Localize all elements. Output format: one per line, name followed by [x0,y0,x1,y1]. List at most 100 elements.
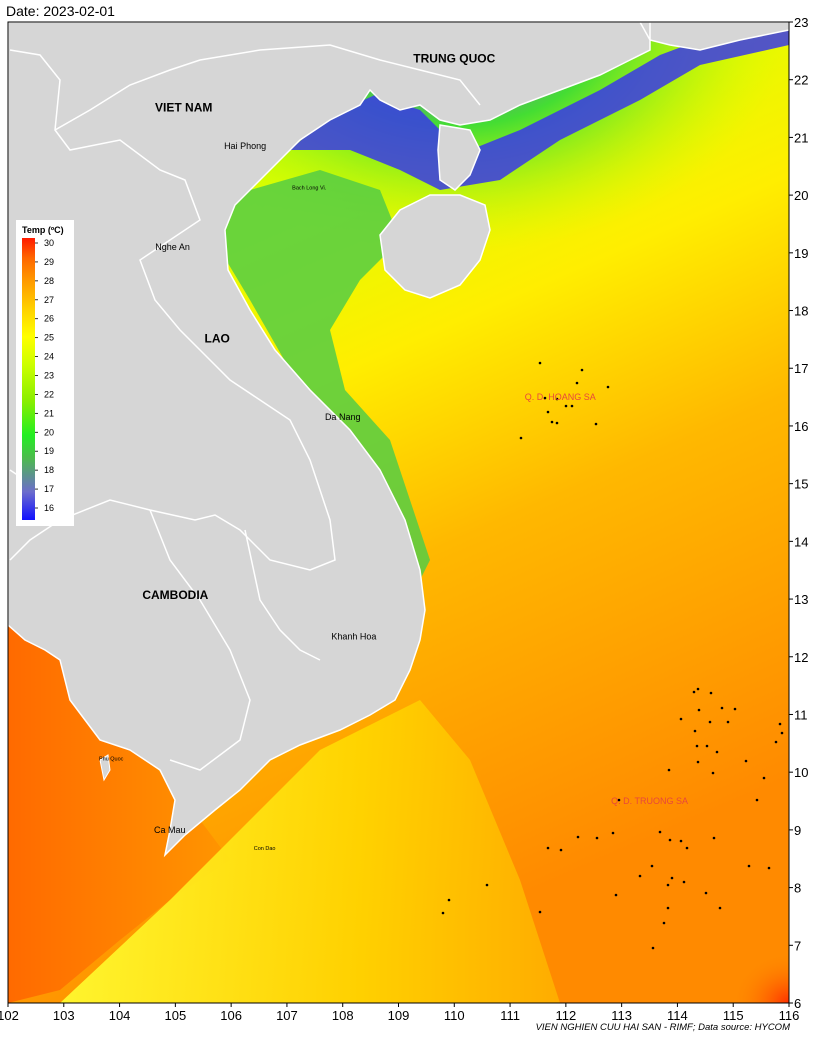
small-place-label: Bach Long Vi. [292,185,327,191]
archipelago-label: Q. D. TRUONG SA [611,796,688,806]
reef-dot [575,381,579,385]
reef-dot [658,830,662,834]
reef-dot [733,707,737,711]
x-tick-label: 112 [555,1008,576,1023]
sst-gulf-thailand [8,625,230,1003]
reef-dot [720,706,724,710]
x-tick-label: 113 [611,1008,632,1023]
reef-dot [709,691,713,695]
reef-dot [705,744,709,748]
place-label: Hai Phong [224,141,266,151]
reef-dot [667,768,671,772]
x-tick-label: 115 [723,1008,744,1023]
reef-dot [546,410,550,414]
y-tick-label: 6 [794,996,801,1011]
reef-dot [662,921,666,925]
date-label: Date: 2023-02-01 [6,3,115,19]
y-tick-label: 13 [794,592,808,607]
x-tick-label: 104 [109,1008,131,1023]
y-tick-label: 11 [794,707,808,722]
reef-dot [670,876,674,880]
reef-dot [650,864,654,868]
legend-tick-label: 17 [44,484,54,494]
reef-dot [576,835,580,839]
reef-dot [564,404,568,408]
place-label: Nghe An [155,242,190,252]
reef-dot [767,866,771,870]
reef-dot [580,368,584,372]
sst-cold-band-north [290,30,789,190]
x-tick-label: 109 [388,1008,410,1023]
country-label: CAMBODIA [142,588,208,602]
legend-tick-label: 22 [44,389,54,399]
reef-dot [570,404,574,408]
y-tick-label: 22 [794,73,808,88]
legend-tick-label: 19 [44,446,54,456]
legend-tick-label: 28 [44,276,54,286]
x-tick-label: 114 [667,1008,688,1023]
reef-dot [774,740,778,744]
reef-dot [712,836,716,840]
x-tick-label: 110 [444,1008,465,1023]
reef-dot [485,883,489,887]
y-tick-label: 17 [794,361,808,376]
reef-dot [692,690,696,694]
y-tick-label: 16 [794,419,808,434]
y-tick-label: 20 [794,188,808,203]
reef-dot [550,420,554,424]
credit-line: VIEN NGHIEN CUU HAI SAN - RIMF; Data sou… [535,1022,790,1033]
y-axis: 6 7 8 9 10 11 12 13 14 15 16 17 18 19 20 21 22 23 [789,15,808,1011]
legend-tick-label: 30 [44,238,54,248]
reef-dot [606,385,610,389]
reef-dot [704,891,708,895]
reef-dot [747,864,751,868]
x-tick-label: 107 [276,1008,298,1023]
legend-tick-label: 23 [44,371,54,381]
reef-dot [594,422,598,426]
x-tick-label: 103 [53,1008,75,1023]
reef-dot [755,798,759,802]
country-label: TRUNG QUOC [413,51,495,65]
reef-dot [682,880,686,884]
reef-dot [638,874,642,878]
sst-coastal-cold-tongue [215,170,430,580]
y-tick-label: 8 [794,881,801,896]
sst-se-warm [560,800,789,1003]
reef-dot [538,910,542,914]
y-tick-label: 15 [794,477,808,492]
legend-tick-label: 20 [44,427,54,437]
land-mainland [8,22,789,858]
reef-dot [617,798,621,802]
reef-dot [697,708,701,712]
reef-dot [666,906,670,910]
legend-tick-label: 21 [44,408,54,418]
y-tick-label: 23 [794,15,808,30]
country-label: LAO [205,331,230,345]
reef-dot [718,906,722,910]
x-tick-label: 116 [779,1008,800,1023]
reef-dot [543,396,547,400]
reef-dot [708,720,712,724]
map-labels: TRUNG QUOC VIET NAM LAO CAMBODIA Hai Phong Ng… [99,51,688,852]
reef-dot [611,831,615,835]
reef-dot [555,397,559,401]
y-tick-label: 14 [794,534,808,549]
small-place-label: Con Dao [254,846,276,852]
legend-tick-label: 25 [44,333,54,343]
reef-dot [762,776,766,780]
place-label: Ca Mau [154,825,186,835]
land-leizhou [437,124,481,191]
reef-dot [715,750,719,754]
reef-dot [778,722,782,726]
legend-tick-labels: 30 29 28 27 26 25 24 23 22 21 20 19 18 17 16 [35,238,54,513]
legend-tick-label: 27 [44,295,54,305]
legend-title: Temp (ºC) [22,225,64,235]
legend-tick-label: 16 [44,503,54,513]
y-tick-label: 12 [794,650,808,665]
reef-dot [595,836,599,840]
reef-dot [685,846,689,850]
legend-tick-label: 26 [44,314,54,324]
reef-dot [519,436,523,440]
reef-dot [441,911,445,915]
